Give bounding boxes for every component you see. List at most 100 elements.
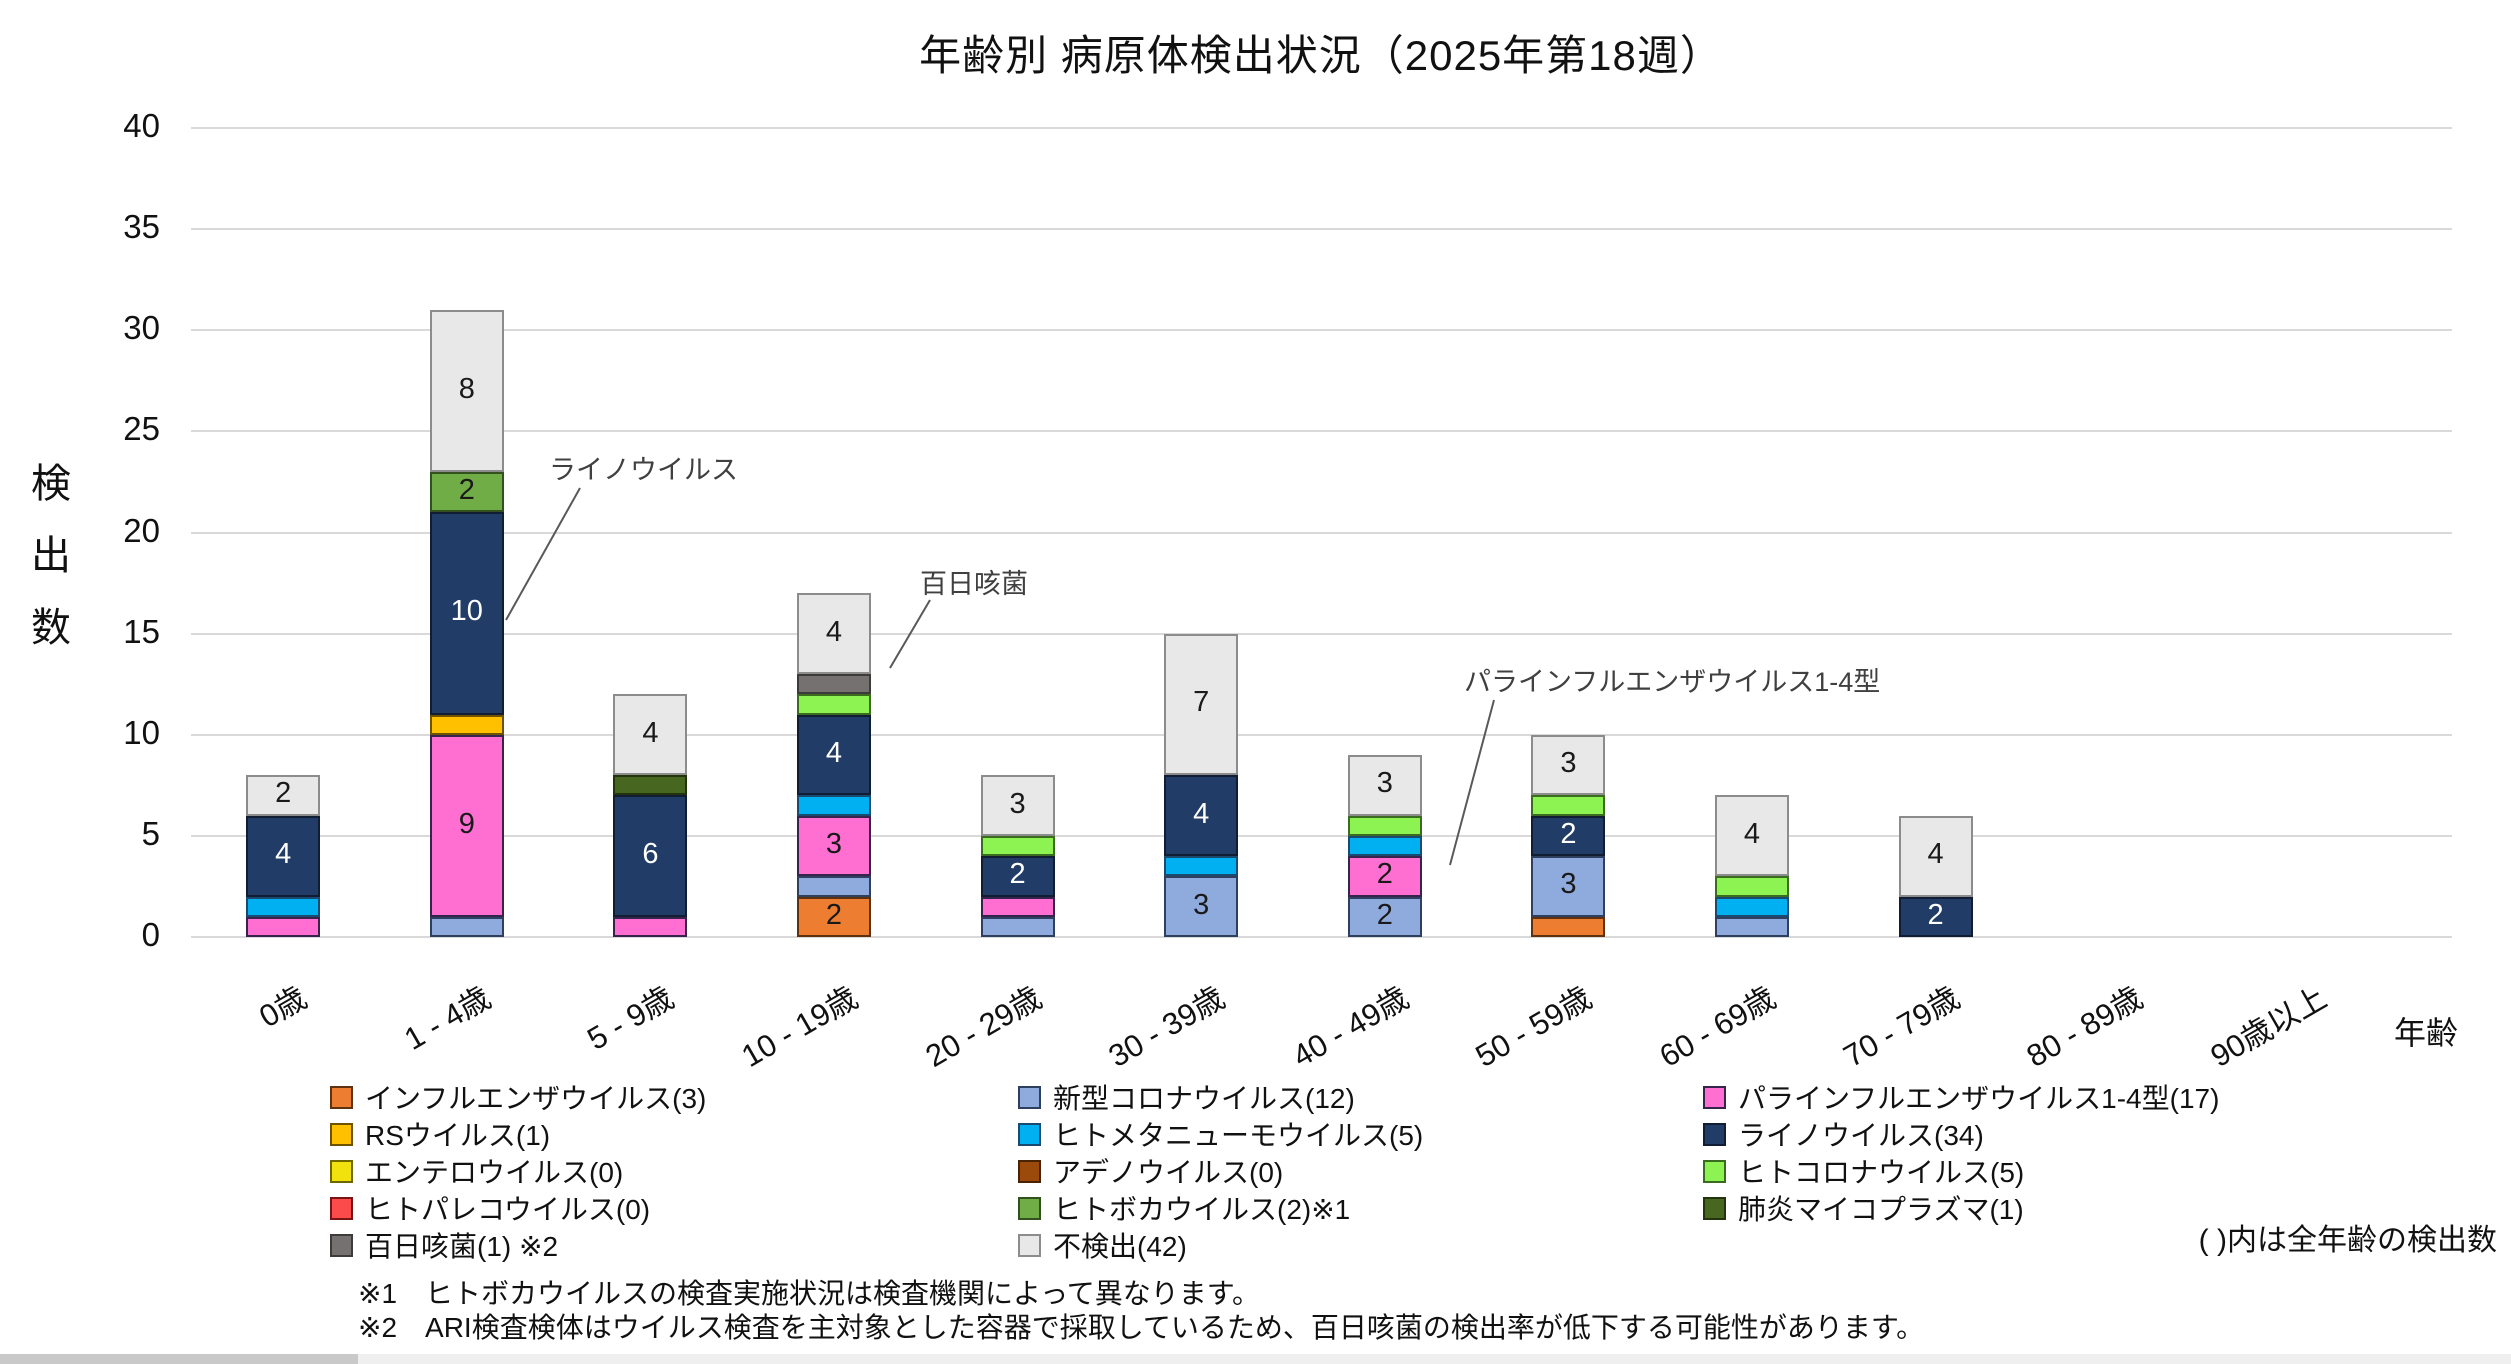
legend-item: 不検出(42) bbox=[1018, 1228, 1187, 1262]
bar-segment bbox=[613, 916, 688, 937]
bar-segment: 2 bbox=[429, 471, 504, 513]
y-axis-tick-label: 30 bbox=[123, 309, 160, 347]
y-axis-tick-label: 20 bbox=[123, 511, 160, 549]
bar-segment: 3 bbox=[1164, 876, 1239, 937]
bar-segment: 2 bbox=[1531, 815, 1606, 857]
bar-segment bbox=[1347, 835, 1422, 857]
y-axis-tick-label: 10 bbox=[123, 713, 160, 751]
bar-segment: 2 bbox=[1898, 896, 1973, 937]
annotation-leader-line bbox=[505, 487, 581, 621]
annotation-label: パラインフルエンザウイルス1-4型 bbox=[1464, 667, 1881, 697]
bar-segment: 10 bbox=[429, 512, 504, 715]
bar-segment bbox=[429, 916, 504, 937]
bar-segment-label: 10 bbox=[450, 595, 483, 628]
bar-segment: 2 bbox=[980, 856, 1055, 897]
bar-segment-label: 4 bbox=[825, 736, 843, 769]
bar-segment: 8 bbox=[429, 310, 504, 472]
legend-item: ライノウイルス(34) bbox=[1703, 1117, 1984, 1151]
legend-item: インフルエンザウイルス(3) bbox=[330, 1080, 706, 1114]
bar-segment: 2 bbox=[1347, 856, 1422, 897]
bar-segment: 3 bbox=[797, 815, 871, 877]
bar-segment-label: 3 bbox=[1009, 787, 1026, 820]
parenthetical-note: ( )内は全年齢の検出数 bbox=[2198, 1224, 2497, 1257]
bar-segment-label: 2 bbox=[1560, 817, 1577, 850]
bar-segment bbox=[429, 714, 504, 735]
bar-segment-label: 4 bbox=[275, 838, 292, 871]
bar-segment bbox=[797, 674, 871, 695]
bar-segment: 3 bbox=[1531, 734, 1606, 796]
legend-label: 肺炎マイコプラズマ(1) bbox=[1738, 1194, 2024, 1225]
bar-segment-label: 4 bbox=[642, 716, 659, 749]
legend-label: エンテロウイルス(0) bbox=[365, 1157, 624, 1188]
bar-segment-label: 4 bbox=[1927, 838, 1944, 871]
legend-item: 百日咳菌(1) ※2 bbox=[330, 1228, 558, 1262]
bar-segment bbox=[797, 876, 871, 897]
bar-segment bbox=[1347, 815, 1422, 836]
bar-segment: 7 bbox=[1164, 633, 1239, 776]
legend-swatch bbox=[1703, 1122, 1726, 1146]
bar-segment bbox=[246, 916, 321, 937]
legend-item: ヒトメタニューモウイルス(5) bbox=[1018, 1117, 1423, 1151]
footnote: ※2 ARI検査検体はウイルス検査を主対象とした容器で採取しているため、百日咳菌… bbox=[358, 1312, 1925, 1343]
legend-item: パラインフルエンザウイルス1-4型(17) bbox=[1703, 1080, 2219, 1114]
legend-label: ヒトパレコウイルス(0) bbox=[365, 1194, 651, 1225]
bar-segment bbox=[980, 916, 1055, 937]
legend-label: ヒトコロナウイルス(5) bbox=[1738, 1157, 2025, 1188]
annotation-leader-line bbox=[1449, 699, 1495, 866]
y-axis-tick-label: 5 bbox=[141, 814, 160, 852]
x-axis-title: 年齢 bbox=[2394, 1015, 2459, 1051]
y-axis-title: 検出数 bbox=[28, 448, 74, 664]
bar-segment: 3 bbox=[1347, 754, 1422, 816]
bar-segment-label: 3 bbox=[1560, 868, 1577, 901]
bar-segment bbox=[980, 896, 1055, 917]
gridline bbox=[191, 834, 2452, 837]
legend-item: ヒトボカウイルス(2)※1 bbox=[1018, 1191, 1350, 1225]
gridline bbox=[191, 329, 2452, 332]
bar-segment bbox=[1715, 896, 1789, 917]
gridline bbox=[191, 733, 2452, 736]
bar-segment bbox=[246, 896, 321, 917]
y-axis-tick-label: 35 bbox=[123, 208, 160, 246]
bar-segment-label: 2 bbox=[458, 474, 475, 507]
legend-label: ライノウイルス(34) bbox=[1738, 1120, 1984, 1151]
bar-segment-label: 2 bbox=[1927, 898, 1944, 931]
legend-swatch bbox=[1018, 1196, 1041, 1220]
bar-segment bbox=[797, 694, 871, 715]
bar-segment: 4 bbox=[1715, 795, 1789, 877]
bar-segment-label: 4 bbox=[1743, 817, 1761, 850]
bar-segment: 9 bbox=[429, 734, 504, 917]
bar-segment: 3 bbox=[980, 775, 1055, 836]
legend-swatch bbox=[1018, 1085, 1041, 1109]
legend-label: パラインフルエンザウイルス1-4型(17) bbox=[1738, 1083, 2220, 1114]
bar-segment-label: 2 bbox=[275, 777, 292, 810]
legend-swatch bbox=[1703, 1196, 1726, 1220]
bar-segment: 6 bbox=[613, 795, 688, 917]
legend-swatch bbox=[1018, 1159, 1041, 1183]
y-axis-tick-label: 40 bbox=[123, 107, 160, 144]
y-axis-tick-label: 0 bbox=[141, 916, 160, 953]
bar-segment-label: 3 bbox=[1560, 747, 1577, 780]
legend-label: ヒトボカウイルス(2)※1 bbox=[1053, 1194, 1351, 1225]
bar-segment: 4 bbox=[1898, 815, 1973, 897]
legend-item: ヒトコロナウイルス(5) bbox=[1703, 1154, 2024, 1188]
legend-label: ヒトメタニューモウイルス(5) bbox=[1053, 1120, 1424, 1151]
bar-segment: 2 bbox=[1347, 896, 1422, 937]
bar-segment-label: 3 bbox=[1193, 888, 1210, 921]
legend-label: インフルエンザウイルス(3) bbox=[365, 1083, 707, 1114]
y-axis-title-char: 出 bbox=[31, 534, 71, 578]
bar-segment-label: 4 bbox=[1193, 797, 1210, 830]
annotation-label: ライノウイルス bbox=[549, 455, 738, 485]
gridline bbox=[191, 632, 2452, 635]
bar-segment-label: 3 bbox=[825, 827, 843, 860]
bar-segment-label: 2 bbox=[825, 898, 843, 931]
legend-label: RSウイルス(1) bbox=[365, 1120, 551, 1151]
bar-segment bbox=[1715, 876, 1789, 897]
y-axis-tick-label: 25 bbox=[123, 410, 160, 448]
gridline bbox=[191, 430, 2452, 433]
bar-segment bbox=[797, 795, 871, 816]
legend-label: 不検出(42) bbox=[1053, 1231, 1187, 1262]
gridline bbox=[191, 531, 2452, 534]
legend-swatch bbox=[330, 1085, 353, 1109]
legend-item: RSウイルス(1) bbox=[330, 1117, 550, 1151]
